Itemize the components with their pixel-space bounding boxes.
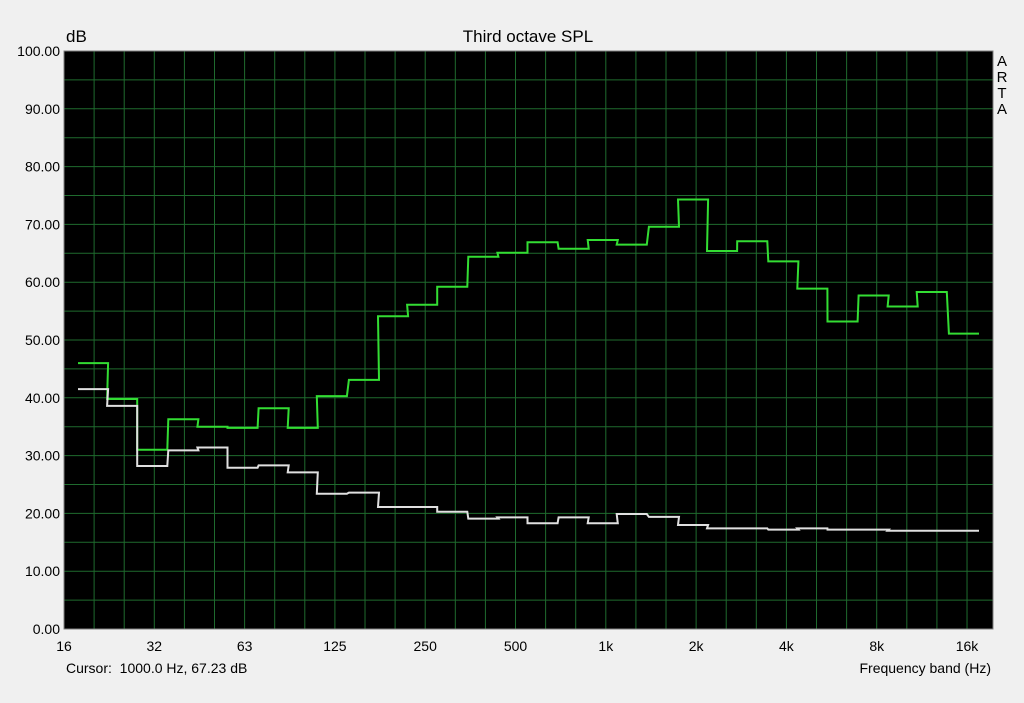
- x-tick-label: 4k: [779, 638, 795, 654]
- x-tick-label: 16k: [956, 638, 980, 654]
- y-tick-label: 50.00: [25, 332, 60, 348]
- y-tick-label: 90.00: [25, 101, 60, 117]
- y-tick-label: 0.00: [33, 621, 60, 637]
- x-tick-label: 63: [237, 638, 253, 654]
- y-tick-label: 70.00: [25, 216, 60, 232]
- series-line-1: [78, 198, 979, 451]
- series-line-2: [78, 388, 979, 532]
- x-tick-label: 125: [323, 638, 347, 654]
- x-tick-label: 250: [414, 638, 438, 654]
- y-axis-ticks: 0.00 10.00 20.00 30.00 40.00 50.00 60.00 70.00 8…: [17, 43, 60, 637]
- y-tick-label: 10.00: [25, 563, 60, 579]
- y-tick-label: 30.00: [25, 448, 60, 464]
- y-axis-label: dB: [66, 27, 87, 46]
- y-tick-label: 80.00: [25, 159, 60, 175]
- x-tick-label: 500: [504, 638, 528, 654]
- plot-frame: [63, 50, 994, 630]
- x-tick-label: 1k: [598, 638, 614, 654]
- grid: [64, 51, 993, 629]
- x-tick-label: 16: [56, 638, 72, 654]
- x-axis-ticks: 16 32 63 125 250 500 1k 2k 4k 8k 16k: [56, 638, 979, 654]
- cursor-readout: Cursor: 1000.0 Hz, 67.23 dB: [66, 660, 247, 676]
- y-tick-label: 60.00: [25, 274, 60, 290]
- y-tick-label: 100.00: [17, 43, 60, 59]
- x-tick-label: 32: [147, 638, 163, 654]
- x-axis-label: Frequency band (Hz): [859, 660, 991, 676]
- series-group: [78, 198, 979, 532]
- x-tick-label: 8k: [869, 638, 885, 654]
- chart-title: Third octave SPL: [463, 27, 593, 46]
- y-tick-label: 40.00: [25, 390, 60, 406]
- x-tick-label: 2k: [689, 638, 705, 654]
- y-tick-label: 20.00: [25, 505, 60, 521]
